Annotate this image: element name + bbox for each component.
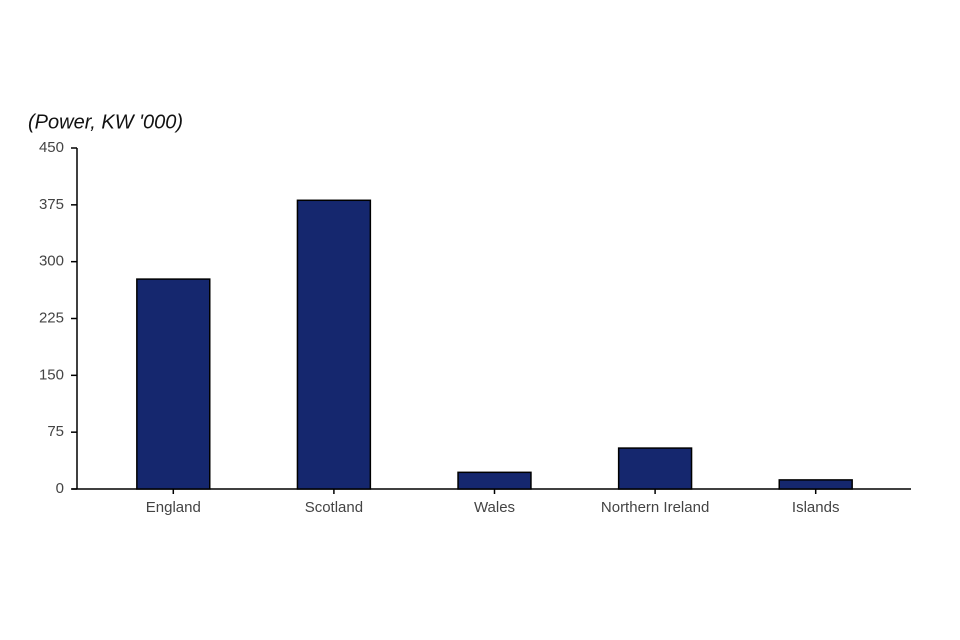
y-axis-label: (Power, KW '000) <box>28 111 183 133</box>
bar <box>136 278 211 490</box>
y-tick-label: 450 <box>39 139 64 156</box>
bar <box>778 479 853 490</box>
bar <box>617 447 693 490</box>
x-tick-label: England <box>146 499 201 516</box>
y-tick-label: 0 <box>56 480 64 497</box>
y-tick-label: 375 <box>39 196 64 213</box>
x-tick-label: Scotland <box>305 499 363 516</box>
y-tick-label: 75 <box>47 423 64 440</box>
bar <box>296 199 372 490</box>
bar <box>457 471 532 490</box>
y-tick-label: 150 <box>39 366 64 383</box>
y-tick-label: 225 <box>39 309 64 326</box>
x-tick-label: Wales <box>474 499 515 516</box>
x-tick-label: Northern Ireland <box>601 499 709 516</box>
x-tick-label: Islands <box>792 499 840 516</box>
y-tick-label: 300 <box>39 253 64 270</box>
